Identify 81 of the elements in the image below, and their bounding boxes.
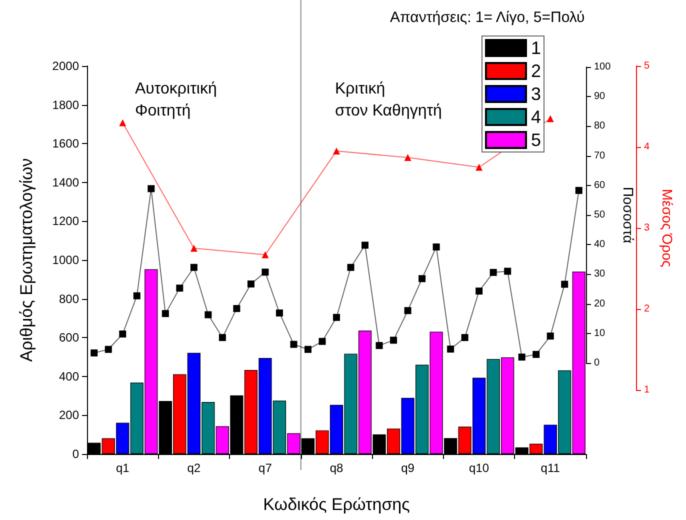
annotation: Κριτική στον Καθηγητή	[335, 80, 442, 120]
legend-label: 4	[531, 107, 542, 127]
y-tick-label: 200	[58, 408, 80, 422]
y2-tick-label: 100	[594, 62, 612, 72]
y2-tick-label: 70	[594, 150, 606, 162]
point	[447, 346, 454, 353]
point	[133, 292, 140, 300]
point	[575, 186, 582, 194]
x-tick-label: q9	[401, 461, 415, 475]
point	[532, 350, 540, 358]
y2-tick-label: 40	[594, 239, 606, 250]
legend-label: 2	[531, 61, 542, 81]
y-tick-label: 400	[58, 369, 80, 384]
x-axis-title: Κωδικός Ερώτησης	[263, 495, 410, 514]
point	[104, 346, 112, 353]
y3-tick-label: 4	[644, 142, 650, 152]
y3-tick-label: 3	[644, 222, 650, 234]
point	[318, 338, 326, 345]
point	[362, 242, 369, 249]
y-tick-label: 800	[58, 292, 80, 306]
y2-tick-label: 80	[594, 120, 606, 132]
point	[247, 280, 254, 288]
x-tick-label: q2	[187, 461, 201, 475]
legend-label: 1	[531, 38, 542, 58]
point	[233, 305, 240, 312]
point	[504, 268, 512, 275]
y-tick-label: 0	[72, 447, 80, 461]
y2-tick-label: 10	[594, 328, 606, 339]
y3-axis-title: Μέσος Όρος	[659, 188, 676, 268]
point	[162, 310, 169, 318]
y2-tick-label: 60	[594, 180, 606, 191]
point	[276, 309, 283, 316]
point	[390, 336, 398, 344]
y3-tick-label: 5	[644, 60, 650, 72]
point	[546, 332, 554, 340]
y-tick-label: 1400	[52, 175, 80, 190]
point	[432, 243, 440, 250]
y-tick-label: 2000	[52, 59, 80, 73]
point	[347, 264, 354, 271]
point	[204, 311, 212, 318]
x-tick-label: q1	[116, 461, 130, 475]
point	[148, 185, 155, 192]
y2-tick-label: 0	[594, 358, 600, 368]
point	[561, 280, 568, 288]
y-tick-label: 1800	[52, 98, 80, 112]
point	[518, 354, 526, 361]
y2-tick-label: 90	[594, 91, 606, 102]
legend-label: 5	[531, 130, 542, 150]
point	[376, 342, 383, 350]
y2-tick-label: 20	[594, 298, 606, 310]
point	[190, 264, 198, 271]
point	[333, 314, 340, 321]
y-tick-label: 600	[58, 330, 80, 345]
y-tick-label: 1600	[52, 136, 80, 151]
point	[476, 288, 483, 295]
y2-tick-label: 30	[594, 268, 606, 280]
y2-tick-label: 50	[594, 210, 606, 220]
legend-title: Απαντήσεις: 1= Λίγο, 5=Πολύ	[390, 9, 585, 26]
point	[461, 334, 468, 342]
y-axis-title: Αριθμός Ερωτηματολογίων	[17, 158, 36, 362]
y3-tick-label: 2	[644, 304, 650, 314]
point	[404, 307, 412, 314]
point	[119, 330, 126, 338]
legend-label: 3	[531, 84, 542, 104]
point	[304, 346, 312, 353]
y-tick-label: 1200	[52, 214, 80, 228]
point	[490, 268, 497, 276]
x-tick-label: q11	[540, 461, 560, 475]
y3-tick-label: 1	[644, 384, 650, 396]
x-tick-label: q7	[258, 461, 272, 475]
y-tick-label: 1000	[52, 253, 80, 267]
point	[418, 275, 426, 282]
x-tick-label: q10	[469, 461, 490, 475]
y2-axis-title: Ποσοστά	[620, 186, 637, 244]
point	[290, 340, 298, 348]
x-tick-label: q8	[330, 461, 344, 475]
point	[218, 334, 226, 342]
point	[90, 349, 98, 356]
point	[176, 284, 184, 292]
point	[262, 268, 269, 276]
annotation: Αυτοκριτική Φοιτητή	[135, 80, 217, 120]
